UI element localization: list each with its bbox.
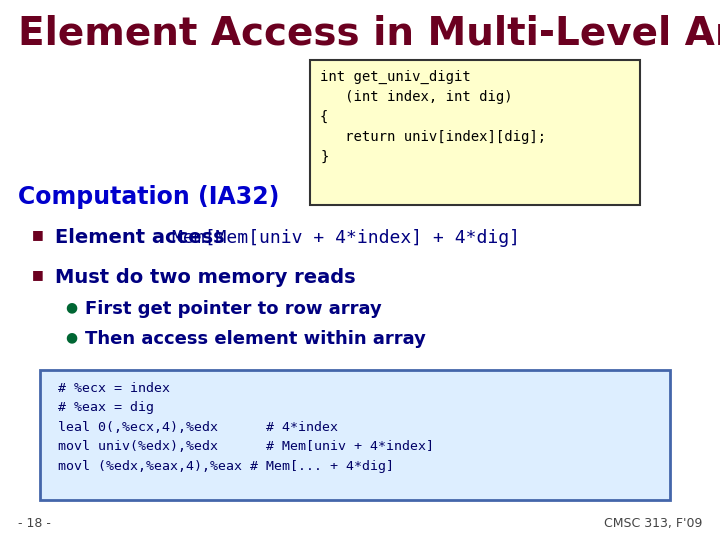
- Text: Mem[Mem[univ + 4*index] + 4*dig]: Mem[Mem[univ + 4*index] + 4*dig]: [172, 229, 520, 247]
- Text: ■: ■: [32, 268, 44, 281]
- Text: CMSC 313, F'09: CMSC 313, F'09: [603, 517, 702, 530]
- Text: int get_univ_digit
   (int index, int dig)
{
   return univ[index][dig];
}: int get_univ_digit (int index, int dig) …: [320, 70, 546, 164]
- Text: ●: ●: [65, 300, 77, 314]
- FancyBboxPatch shape: [310, 60, 640, 205]
- Text: - 18 -: - 18 -: [18, 517, 51, 530]
- FancyBboxPatch shape: [40, 370, 670, 500]
- Text: Element Access in Multi-Level Array: Element Access in Multi-Level Array: [18, 15, 720, 53]
- Text: Computation (IA32): Computation (IA32): [18, 185, 279, 209]
- Text: Then access element within array: Then access element within array: [85, 330, 426, 348]
- Text: Element access: Element access: [55, 228, 231, 247]
- Text: ■: ■: [32, 228, 44, 241]
- Text: # %ecx = index
# %eax = dig
leal 0(,%ecx,4),%edx      # 4*index
movl univ(%edx),: # %ecx = index # %eax = dig leal 0(,%ecx…: [58, 382, 434, 473]
- Text: Must do two memory reads: Must do two memory reads: [55, 268, 356, 287]
- Text: First get pointer to row array: First get pointer to row array: [85, 300, 382, 318]
- Text: ●: ●: [65, 330, 77, 344]
